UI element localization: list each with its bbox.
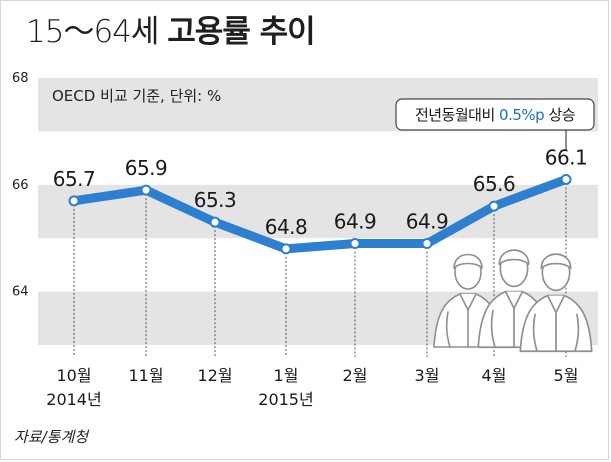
x-tick-label: 3월 <box>415 366 440 385</box>
worker-hair <box>498 249 530 266</box>
callout: 전년동월대비 0.5%p 상승 <box>395 98 595 150</box>
x-tick-label: 10월 <box>56 366 91 385</box>
worker-figure <box>519 253 593 353</box>
x-axis: 10월 2014년 11월 12월 1월 2015년 2월 3월 4월 5월 <box>46 366 578 409</box>
y-tick-label: 64 <box>12 285 29 300</box>
data-label: 65.3 <box>194 188 237 212</box>
data-point <box>68 195 80 207</box>
x-tick-sublabel: 2015년 <box>258 390 313 409</box>
chart-title-main: 고용률 추이 <box>167 14 315 50</box>
data-point <box>140 184 152 196</box>
callout-text: 전년동월대비 0.5%p 상승 <box>415 106 575 124</box>
worker-hair <box>453 253 483 269</box>
data-point <box>280 243 292 255</box>
data-label: 65.6 <box>473 172 516 196</box>
data-label: 65.9 <box>125 156 168 180</box>
y-axis: 64 66 68 <box>12 71 29 300</box>
x-tick-label: 4월 <box>482 366 507 385</box>
x-tick-sublabel: 2014년 <box>46 390 101 409</box>
data-labels: 65.7 65.965.364.8 64.9 64.965.666.1 <box>53 145 588 238</box>
callout-box <box>395 98 595 131</box>
data-point <box>209 216 221 228</box>
workers-illustration-icon <box>433 249 593 353</box>
series-line-employment-rate <box>69 174 571 254</box>
x-tick-label: 5월 <box>554 366 579 385</box>
source-note: 자료/통계청 <box>14 428 89 446</box>
x-tick-label: 2월 <box>343 366 368 385</box>
data-label: 64.9 <box>334 210 377 234</box>
y-tick-label: 68 <box>12 71 29 86</box>
data-label: 65.7 <box>53 167 96 191</box>
x-tick-label: 11월 <box>128 366 163 385</box>
data-point <box>421 238 433 250</box>
y-tick-label: 66 <box>12 178 29 193</box>
chart-title-prefix: 15～64세 <box>26 14 159 50</box>
data-point <box>560 173 572 185</box>
callout-suffix: 상승 <box>544 106 575 124</box>
data-point <box>349 238 361 250</box>
chart-title: 15～64세 고용률 추이 <box>26 6 316 51</box>
x-tick-label: 12월 <box>197 366 232 385</box>
data-point <box>488 200 500 212</box>
callout-highlight: 0.5%p <box>499 106 544 124</box>
worker-arms <box>532 313 580 353</box>
x-tick-label: 1월 <box>274 366 299 385</box>
data-label: 64.8 <box>265 215 308 239</box>
worker-hair <box>540 253 572 270</box>
data-points <box>68 173 572 255</box>
callout-prefix: 전년동월대비 <box>415 106 499 124</box>
chart-subtitle: OECD 비교 기준, 단위: % <box>52 87 221 105</box>
series-line <box>69 174 571 254</box>
data-label: 64.9 <box>406 210 449 234</box>
